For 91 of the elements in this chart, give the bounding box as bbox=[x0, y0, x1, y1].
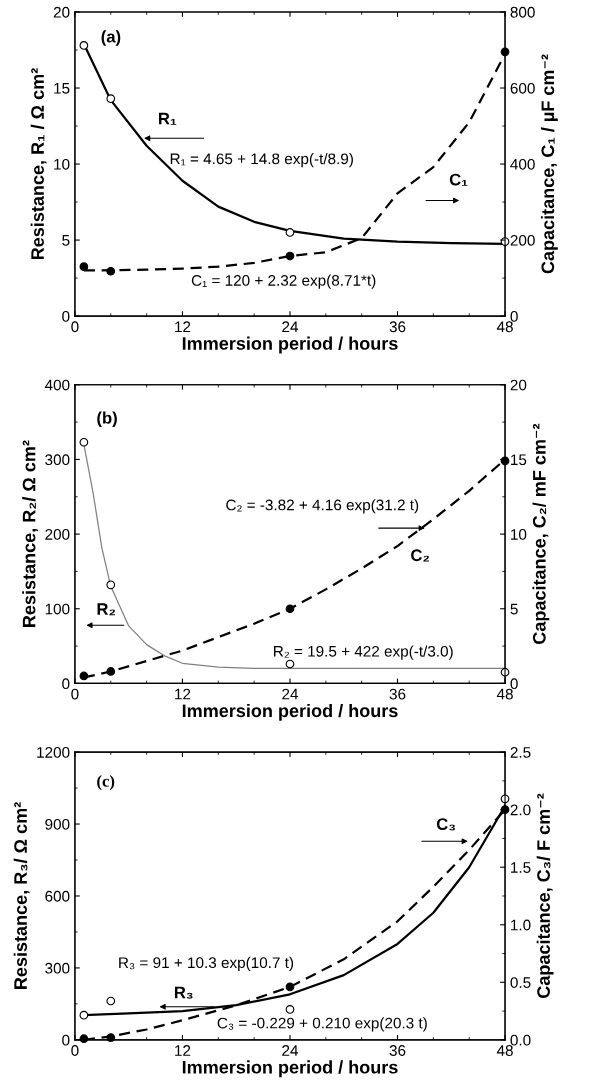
x-tick-label: 0 bbox=[71, 688, 79, 700]
annotation: C₁ bbox=[449, 173, 468, 186]
x-tick-label: 24 bbox=[282, 321, 299, 333]
y2-tick-label: 0 bbox=[510, 310, 518, 322]
x-tick-label: 36 bbox=[389, 1045, 406, 1056]
y2-tick-label: 1.0 bbox=[511, 919, 531, 931]
y-tick-label: 300 bbox=[45, 962, 70, 974]
x-axis-title: Immersion period / hours bbox=[182, 336, 398, 354]
x-tick-label: 12 bbox=[175, 688, 191, 700]
annotation: R₂ = 19.5 + 422 exp(-t/3.0) bbox=[274, 645, 453, 660]
x-tick-label: 36 bbox=[389, 688, 406, 700]
y-tick-label: 15 bbox=[54, 83, 70, 94]
annotation: R₃ bbox=[174, 986, 193, 999]
y-tick-label: 100 bbox=[45, 603, 70, 615]
y-tick-label: 900 bbox=[45, 818, 70, 830]
point bbox=[106, 996, 116, 1006]
point bbox=[79, 1034, 89, 1044]
y-tick-label: 1200 bbox=[37, 746, 70, 758]
point bbox=[106, 667, 116, 676]
y-tick-label: 400 bbox=[44, 379, 70, 391]
x-tick-label: 48 bbox=[496, 1045, 513, 1056]
x-tick-label: 48 bbox=[496, 688, 513, 700]
annotation: (a) bbox=[101, 30, 121, 46]
point bbox=[500, 456, 510, 466]
point bbox=[79, 437, 89, 447]
point bbox=[106, 266, 116, 276]
y2-tick-label: 400 bbox=[510, 158, 535, 170]
y2-tick-label: 20 bbox=[510, 379, 527, 391]
annotation: C₃ = -0.229 + 0.210 exp(20.3 t) bbox=[217, 1017, 427, 1032]
annotation: R₃ = 91 + 10.3 exp(10.7 t) bbox=[119, 956, 294, 972]
annotation: (b) bbox=[97, 411, 117, 428]
point bbox=[285, 1005, 295, 1014]
x-tick-label: 0 bbox=[71, 321, 79, 333]
point bbox=[79, 262, 89, 272]
y-tick-label: 0 bbox=[62, 1034, 70, 1046]
y-tick-label: 300 bbox=[45, 454, 70, 466]
point bbox=[285, 251, 295, 261]
y2-tick-label: 15 bbox=[511, 454, 527, 466]
x-tick-label: 24 bbox=[282, 688, 299, 700]
annotation: R₂ bbox=[97, 603, 116, 616]
x-tick-label: 36 bbox=[389, 321, 406, 333]
y-axis-title: Resistance, R₂/ Ω cm² bbox=[22, 440, 39, 627]
point bbox=[285, 228, 295, 237]
y2-axis-title: Capacitance, C₁ / µF cm⁻² bbox=[540, 54, 558, 274]
y-tick-label: 10 bbox=[54, 158, 70, 170]
y2-tick-label: 5 bbox=[510, 603, 518, 615]
y2-axis-title: Capacitance, C₂/ mF cm⁻² bbox=[532, 423, 550, 644]
y-tick-label: 0 bbox=[62, 310, 70, 322]
y2-tick-label: 600 bbox=[510, 82, 535, 94]
x-tick-label: 12 bbox=[175, 321, 191, 333]
point bbox=[79, 41, 89, 50]
y-tick-label: 200 bbox=[45, 528, 70, 540]
y-axis-title: Resistance, R₃/ Ω cm² bbox=[13, 802, 30, 989]
x-tick-label: 12 bbox=[175, 1045, 191, 1056]
y2-tick-label: 1.5 bbox=[511, 862, 531, 873]
y2-tick-label: 0.0 bbox=[510, 1034, 531, 1046]
x-tick-label: 0 bbox=[71, 1045, 79, 1056]
x-tick-label: 48 bbox=[496, 321, 513, 333]
point bbox=[285, 604, 295, 614]
annotation: C₂ = -3.82 + 4.16 exp(31.2 t) bbox=[226, 499, 419, 514]
annotation: C₃ bbox=[436, 818, 455, 831]
y-axis-title: Resistance, R₁ / Ω cm² bbox=[30, 68, 47, 260]
y2-tick-label: 2.5 bbox=[510, 746, 531, 758]
point bbox=[500, 805, 510, 815]
x-tick-label: 24 bbox=[282, 1045, 299, 1056]
y2-tick-label: 0 bbox=[510, 678, 518, 690]
annotation: (c) bbox=[97, 775, 115, 791]
point bbox=[79, 671, 89, 681]
y2-tick-label: 2.0 bbox=[510, 804, 531, 816]
y-tick-label: 20 bbox=[53, 6, 70, 18]
annotation: C₁ = 120 + 2.32 exp(8.71*t) bbox=[191, 274, 376, 289]
y2-tick-label: 10 bbox=[511, 528, 527, 540]
point bbox=[106, 580, 116, 590]
annotation: C₂ bbox=[411, 549, 429, 562]
point bbox=[106, 94, 116, 104]
point bbox=[285, 659, 295, 669]
y2-tick-label: 800 bbox=[510, 6, 535, 18]
point bbox=[106, 1033, 116, 1042]
y2-axis-title: Capacitance, C₃/ F cm⁻² bbox=[536, 793, 554, 998]
y-tick-label: 5 bbox=[62, 235, 70, 246]
x-axis-title: Immersion period / hours bbox=[182, 1060, 398, 1078]
x-axis-title: Immersion period / hours bbox=[182, 703, 398, 721]
y2-tick-label: 0.5 bbox=[510, 977, 531, 988]
y2-tick-label: 200 bbox=[510, 234, 535, 246]
y-tick-label: 0 bbox=[62, 678, 70, 690]
point bbox=[285, 982, 295, 992]
point bbox=[500, 47, 510, 57]
point bbox=[79, 1010, 89, 1020]
annotation: R₁ bbox=[159, 112, 177, 125]
y-tick-label: 600 bbox=[45, 890, 70, 902]
annotation: R₁ = 4.65 + 14.8 exp(-t/8.9) bbox=[170, 152, 353, 168]
